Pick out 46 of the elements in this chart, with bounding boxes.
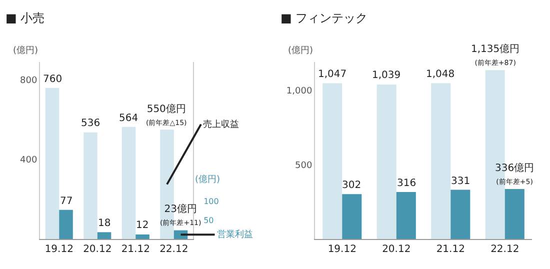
data-label: 77 xyxy=(60,196,73,207)
y-tick-label: 800 xyxy=(20,76,38,86)
x-tick-label: 20.12 xyxy=(83,244,112,255)
data-label: 12 xyxy=(136,220,149,231)
x-tick-label: 22.12 xyxy=(160,244,188,255)
data-label: 18 xyxy=(98,218,111,229)
x-tick-label: 19.12 xyxy=(44,244,74,255)
x-tick-label: 22.12 xyxy=(490,244,520,255)
bar xyxy=(450,190,470,239)
data-label: 760 xyxy=(43,74,62,85)
bar xyxy=(97,232,112,239)
data-label: 1,039 xyxy=(372,70,401,81)
y-tick-label: 500 xyxy=(295,160,312,171)
y2-axis-title: (億円) xyxy=(195,174,220,185)
chart-title: ■ 小売 xyxy=(6,10,45,25)
bar xyxy=(431,83,451,239)
bar xyxy=(504,189,524,239)
bar xyxy=(396,192,416,239)
data-label: 302 xyxy=(342,180,362,191)
y-axis-title: (億円) xyxy=(13,45,38,56)
bar xyxy=(45,88,60,239)
x-tick-label: 21.12 xyxy=(121,244,150,255)
bar xyxy=(136,234,150,239)
bar xyxy=(84,132,98,239)
y2-tick-label: 100 xyxy=(204,196,219,206)
data-label: 564 xyxy=(119,113,138,124)
data-label: 331 xyxy=(451,176,470,187)
y-axis-title: (億円) xyxy=(288,45,314,56)
y-tick-label: 400 xyxy=(20,156,38,166)
text: 売上収益 xyxy=(203,119,239,130)
bar xyxy=(322,83,342,239)
data-label: 1,048 xyxy=(426,69,455,80)
x-tick-label: 19.12 xyxy=(328,244,356,255)
bar xyxy=(122,126,136,239)
y2-tick-label: 50 xyxy=(204,216,214,225)
x-tick-label: 21.12 xyxy=(436,244,465,255)
bar xyxy=(342,194,362,239)
data-label: 1,047 xyxy=(318,69,347,80)
text: 営業利益 xyxy=(217,229,253,240)
chart-title: ■ フィンテック xyxy=(280,10,368,25)
y-tick-label: 1,000 xyxy=(286,86,312,96)
bar xyxy=(59,210,73,239)
data-label: 316 xyxy=(397,178,416,189)
x-tick-label: 20.12 xyxy=(382,244,411,255)
bar xyxy=(376,84,396,239)
data-label: 536 xyxy=(81,118,100,129)
